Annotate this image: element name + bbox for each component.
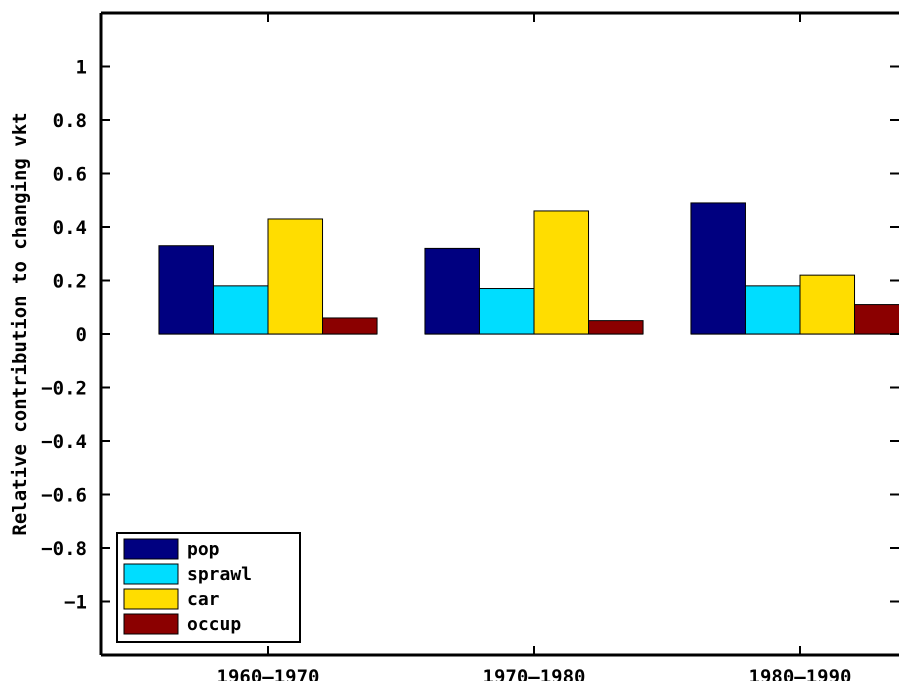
bar-pop: [424, 247, 480, 335]
x-tick-label: 1960–1970: [217, 666, 320, 681]
bar-sprawl: [478, 288, 535, 335]
bar-car: [267, 218, 324, 335]
legend-swatch-car: [123, 588, 179, 610]
bars-layer: [158, 202, 899, 335]
y-tick-label: 0.2: [53, 271, 87, 293]
y-tick-label: −0.2: [41, 378, 87, 400]
legend-label-sprawl: sprawl: [187, 564, 252, 585]
y-tick-label: −0.6: [41, 485, 87, 507]
bar-sprawl: [212, 285, 269, 335]
legend: pop sprawl car occup: [116, 532, 301, 643]
legend-items: pop sprawl car occup: [123, 538, 252, 635]
legend-swatch-pop: [123, 538, 179, 560]
y-axis-label: Relative contribution to changing vkt: [9, 112, 31, 535]
bar-pop: [158, 245, 214, 335]
bar-car: [799, 274, 856, 335]
y-tick-label: 0.4: [53, 217, 87, 239]
bar-occup: [322, 317, 378, 335]
y-tick-label: −1: [64, 592, 87, 614]
y-tick-label: 0.6: [53, 164, 87, 186]
legend-swatch-occup: [123, 613, 179, 635]
bar-pop: [690, 202, 746, 335]
x-tick-label: 1970–1980: [483, 666, 586, 681]
bar-car: [533, 210, 590, 335]
legend-swatch-sprawl: [123, 563, 179, 585]
y-tick-label: −0.8: [41, 538, 87, 560]
legend-label-pop: pop: [187, 539, 220, 560]
legend-label-car: car: [187, 589, 220, 610]
y-tick-label: 0.8: [53, 110, 87, 132]
ticks-layer: −1 −0.8 −0.6 −0.4 −0.2 0 0.2 0.4 0.6 0.8 1 1960–197…: [41, 13, 899, 685]
y-tick-label: −0.4: [41, 431, 87, 453]
legend-label-occup: occup: [187, 614, 241, 635]
x-tick-label: 1980–1990: [749, 666, 852, 681]
bar-sprawl: [744, 285, 801, 335]
y-tick-label: 1: [76, 57, 87, 79]
y-tick-label: 0: [76, 324, 87, 346]
bar-occup: [854, 304, 899, 335]
bar-occup: [588, 320, 644, 335]
